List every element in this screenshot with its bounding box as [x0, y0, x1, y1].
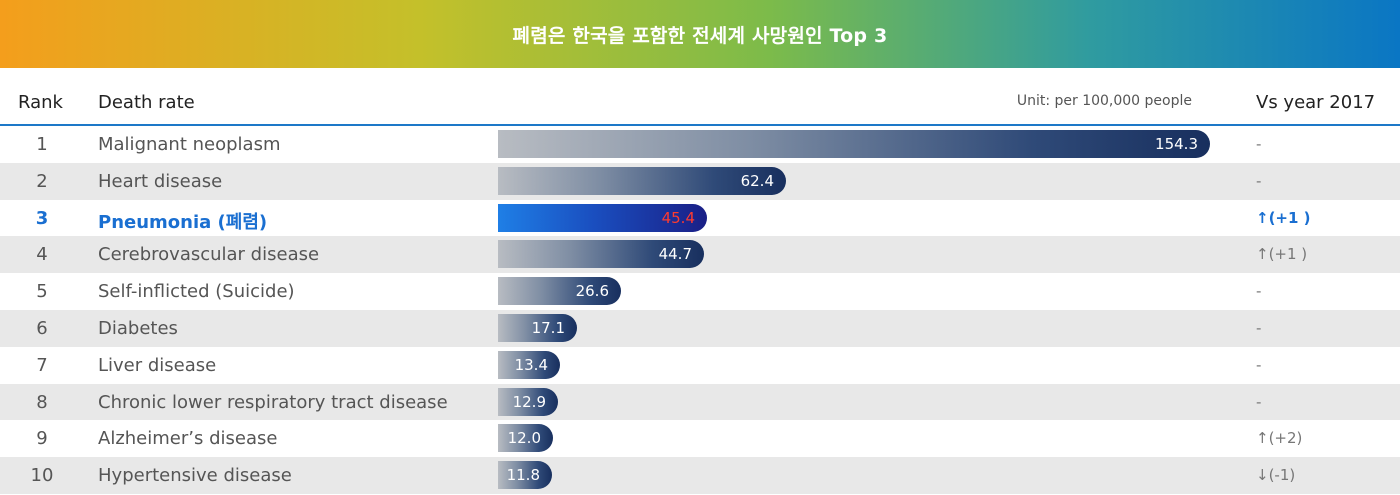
rank-cell: 1	[36, 134, 48, 155]
table-row: 6 Diabetes 17.1 -	[0, 309, 1400, 347]
bar	[498, 166, 786, 195]
unit-label: Unit: per 100,000 people	[1016, 93, 1192, 109]
bar-value-label: 11.8	[506, 466, 540, 485]
table-row: 2 Heart disease 62.4 -	[0, 162, 1400, 200]
rank-cell: 3	[35, 207, 49, 229]
vs-2017-cell: ↑(+1 )	[1256, 245, 1308, 264]
vs-2017-cell: ↑(+2)	[1256, 429, 1303, 448]
table-row: 3 Pneumonia (폐렴) 45.4 ↑(+1 )	[0, 200, 1400, 237]
vs-2017-cell: ↓(-1)	[1256, 466, 1296, 485]
rank-header: Rank	[18, 92, 63, 113]
category-label: Self-inflicted (Suicide)	[98, 281, 295, 303]
vs-2017-cell: -	[1256, 135, 1262, 153]
vs-2017-cell: -	[1256, 282, 1262, 301]
category-label: Liver disease	[98, 354, 217, 376]
chart-title: 폐렴은 한국을 포함한 전세계 사망원인 Top 3	[512, 24, 888, 47]
rank-cell: 8	[36, 391, 48, 413]
vs-2017-cell: -	[1256, 318, 1262, 337]
vs-2017-cell: -	[1256, 171, 1262, 190]
vs-2017-cell: -	[1256, 392, 1262, 411]
bar	[498, 203, 707, 232]
rank-cell: 7	[36, 354, 48, 376]
bar	[498, 387, 558, 416]
table-row: 7 Liver disease 13.4 -	[0, 347, 1400, 384]
category-label: Diabetes	[98, 317, 178, 339]
category-label: Pneumonia (폐렴)	[98, 211, 268, 233]
vs-2017-cell: -	[1256, 355, 1262, 374]
bar-value-label: 154.3	[1155, 135, 1198, 153]
category-label: Cerebrovascular disease	[98, 244, 320, 266]
category-label: Heart disease	[98, 170, 223, 192]
header-divider	[0, 124, 1400, 126]
bar-value-label: 17.1	[531, 318, 565, 337]
bar-value-label: 44.7	[658, 245, 692, 264]
bar-value-label: 12.0	[507, 429, 541, 448]
rank-cell: 9	[36, 428, 48, 450]
table-row: 4 Cerebrovascular disease 44.7 ↑(+1 )	[0, 236, 1400, 274]
death-rate-header: Death rate	[98, 92, 195, 113]
title-banner: 폐렴은 한국을 포함한 전세계 사망원인 Top 3	[0, 0, 1400, 68]
bar	[498, 130, 1210, 158]
table-row: 9 Alzheimer’s disease 12.0 ↑(+2)	[0, 420, 1400, 457]
bar-value-label: 62.4	[740, 171, 774, 190]
bar	[498, 313, 577, 342]
table-row: 5 Self-inflicted (Suicide) 26.6 -	[0, 273, 1400, 310]
vs-year-header: Vs year 2017	[1256, 92, 1376, 113]
rank-cell: 10	[30, 465, 54, 487]
vs-2017-cell: ↑(+1 )	[1256, 208, 1311, 227]
table-header: Rank Death rate Unit: per 100,000 people…	[0, 84, 1400, 122]
bar-value-label: 12.9	[512, 392, 546, 411]
chart-rows: 1 Malignant neoplasm 154.3 - 2 Heart disease 6…	[0, 126, 1400, 494]
category-label: Alzheimer’s disease	[98, 428, 278, 450]
bar-value-label: 13.4	[514, 355, 548, 374]
bar	[498, 350, 560, 379]
bar	[498, 461, 552, 490]
table-row: 1 Malignant neoplasm 154.3 -	[0, 126, 1400, 163]
table-row: 10 Hypertensive disease 11.8 ↓(-1)	[0, 457, 1400, 494]
category-label: Chronic lower respiratory tract disease	[98, 391, 448, 413]
category-label: Hypertensive disease	[98, 465, 292, 487]
bar-value-label: 45.4	[661, 208, 695, 227]
bar-value-label: 26.6	[575, 282, 609, 301]
rank-cell: 2	[36, 170, 48, 192]
rank-cell: 4	[36, 244, 48, 266]
bar	[498, 424, 553, 453]
rank-cell: 6	[36, 317, 48, 339]
bar	[498, 277, 621, 306]
rank-cell: 5	[36, 281, 48, 303]
bar	[498, 240, 704, 269]
category-label: Malignant neoplasm	[98, 134, 281, 155]
table-row: 8 Chronic lower respiratory tract disease…	[0, 383, 1400, 421]
